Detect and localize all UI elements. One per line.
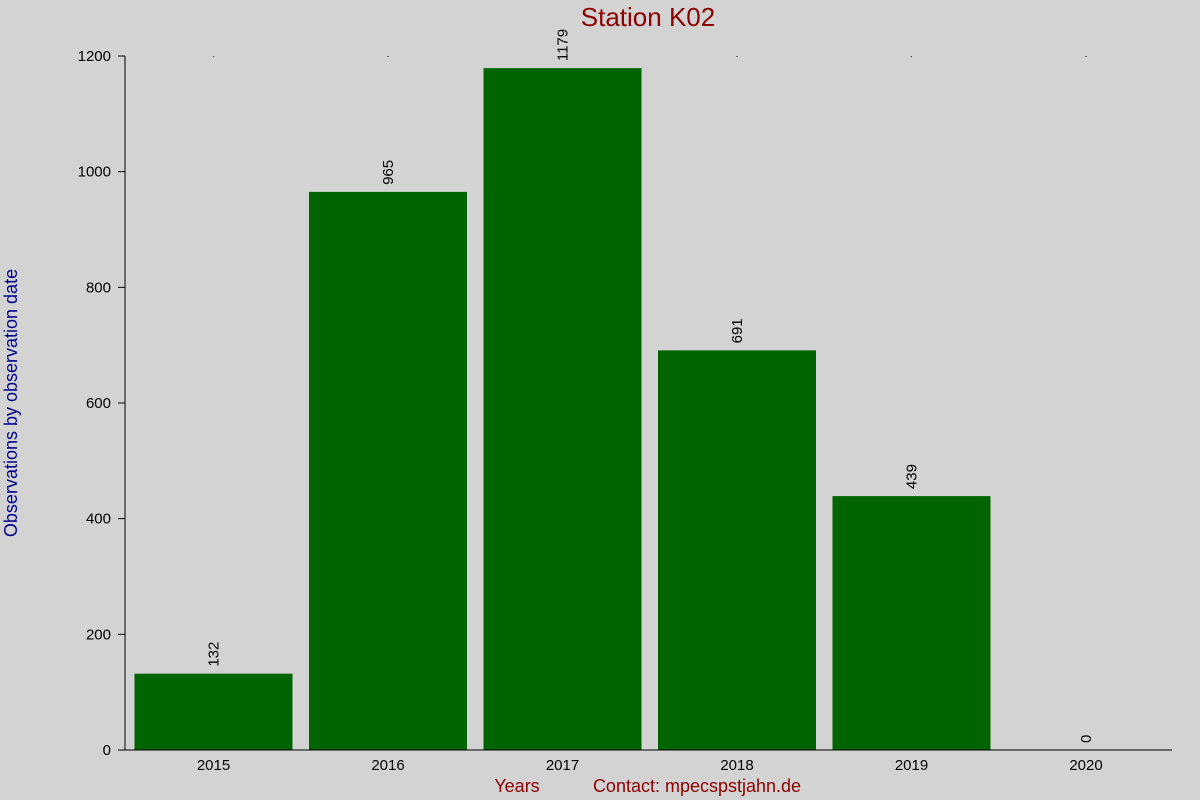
- x-axis-label: Years: [494, 776, 539, 796]
- y-tick-label-1000: 1000: [78, 164, 111, 181]
- bar-2015: [134, 673, 293, 750]
- data-label-2015: 132: [206, 642, 223, 667]
- bar-2016: [309, 191, 467, 751]
- bar-2019: [832, 496, 991, 750]
- data-label-2019: 439: [904, 464, 921, 489]
- x-tick-label-2017: 2017: [546, 757, 579, 774]
- x-tick-label-2018: 2018: [720, 757, 753, 774]
- x-tick-label-2020: 2020: [1069, 757, 1102, 774]
- bar-2017: [483, 68, 642, 750]
- data-label-2016: 965: [380, 160, 397, 185]
- x-tick-label-2016: 2016: [371, 757, 404, 774]
- contact-footer: Contact: mpecspstjahn.de: [593, 776, 801, 796]
- y-tick-label-400: 400: [86, 511, 111, 528]
- x-tick-label-2019: 2019: [895, 757, 928, 774]
- data-label-2018: 691: [729, 318, 746, 343]
- y-axis: 0 200 400 600 800 1000 1200: [78, 48, 126, 759]
- chart-title: Station K02: [581, 2, 715, 32]
- y-tick-label-600: 600: [86, 395, 111, 412]
- data-label-2020: 0: [1078, 735, 1095, 743]
- y-tick-label-800: 800: [86, 279, 111, 296]
- data-label-2017: 1179: [555, 29, 572, 61]
- x-axis: 2015 2016 2017 2018 2019 2020: [125, 56, 1172, 774]
- x-tick-label-2015: 2015: [197, 757, 230, 774]
- data-labels-group: 132 965 1179 691 439 0: [206, 29, 1096, 743]
- y-tick-label-1200: 1200: [78, 48, 111, 65]
- y-tick-label-200: 200: [86, 626, 111, 643]
- y-tick-label-0: 0: [103, 742, 111, 759]
- bars-group: [134, 68, 991, 751]
- bar-2018: [658, 350, 816, 750]
- y-axis-label: Observations by observation date: [1, 269, 21, 537]
